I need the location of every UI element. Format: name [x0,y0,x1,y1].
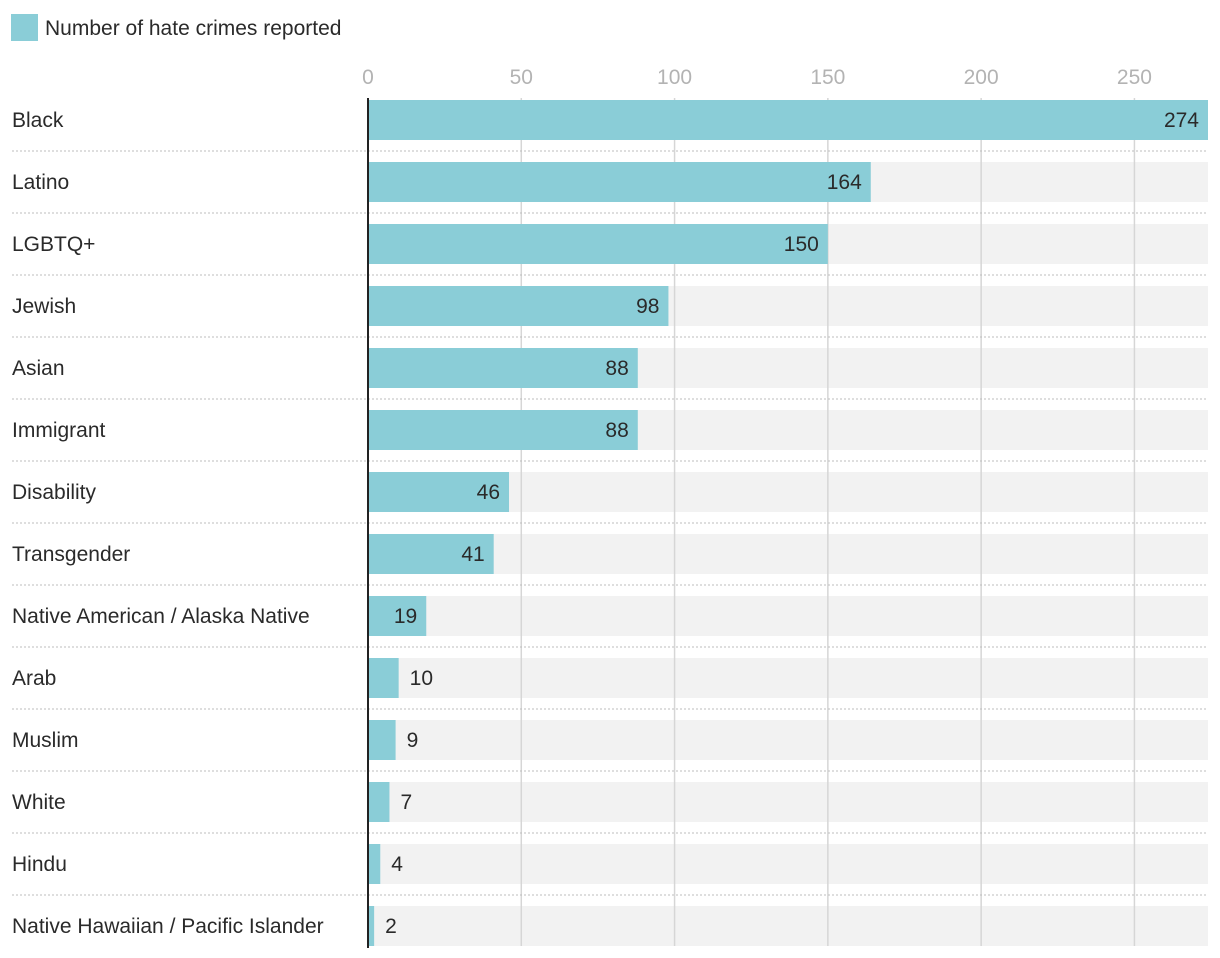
bar-track [368,844,1208,884]
bar [368,534,494,574]
category-label: Native Hawaiian / Pacific Islander [12,915,324,938]
legend-swatch [11,14,38,41]
value-label: 150 [784,233,819,256]
category-label: Arab [12,667,56,690]
value-label: 41 [461,543,484,566]
bar [368,224,828,264]
bar [368,286,669,326]
x-axis-ticks: 0 50 100 150 200 250 [362,66,1152,89]
category-label: Muslim [12,729,79,752]
row-separators [12,150,1208,896]
bar-track [368,906,1208,946]
bar [368,658,399,698]
bar-track [368,658,1208,698]
value-label: 10 [410,667,433,690]
category-label: Transgender [12,543,130,566]
category-label: Native American / Alaska Native [12,605,310,628]
bar [368,162,871,202]
value-label: 88 [605,357,628,380]
bar-track [368,534,1208,574]
value-label: 98 [636,295,659,318]
value-label: 164 [827,171,862,194]
bar-track [368,720,1208,760]
value-labels: 274 164 150 98 88 88 46 41 19 10 9 7 4 2 [385,109,1199,938]
legend: Number of hate crimes reported [11,14,341,41]
category-label: White [12,791,66,814]
x-tick-label: 250 [1117,66,1152,89]
value-label: 7 [400,791,412,814]
bar [368,472,510,512]
value-label: 19 [394,605,417,628]
category-label: Hindu [12,853,67,876]
value-label: 9 [407,729,419,752]
bars [368,100,1208,946]
value-label: 88 [605,419,628,442]
x-tick-label: 150 [810,66,845,89]
category-label: Disability [12,481,97,504]
category-label: Jewish [12,295,76,318]
bar [368,410,638,450]
bar [368,348,638,388]
bar-track [368,596,1208,636]
value-label: 2 [385,915,397,938]
bar [368,782,390,822]
category-label: Latino [12,171,69,194]
category-labels: Black Latino LGBTQ+ Jewish Asian Immigrant Dis… [12,109,324,938]
x-tick-label: 100 [657,66,692,89]
legend-label: Number of hate crimes reported [45,17,341,40]
bar [368,100,1208,140]
category-label: LGBTQ+ [12,233,95,256]
x-tick-label: 0 [362,66,374,89]
value-label: 4 [391,853,403,876]
bar-track [368,782,1208,822]
value-label: 274 [1164,109,1199,132]
category-label: Asian [12,357,65,380]
bar [368,720,396,760]
category-label: Black [12,109,64,132]
bar [368,906,375,946]
value-label: 46 [477,481,500,504]
category-label: Immigrant [12,419,106,442]
x-tick-label: 50 [510,66,533,89]
bar [368,844,381,884]
bar [368,596,427,636]
x-tick-label: 200 [964,66,999,89]
